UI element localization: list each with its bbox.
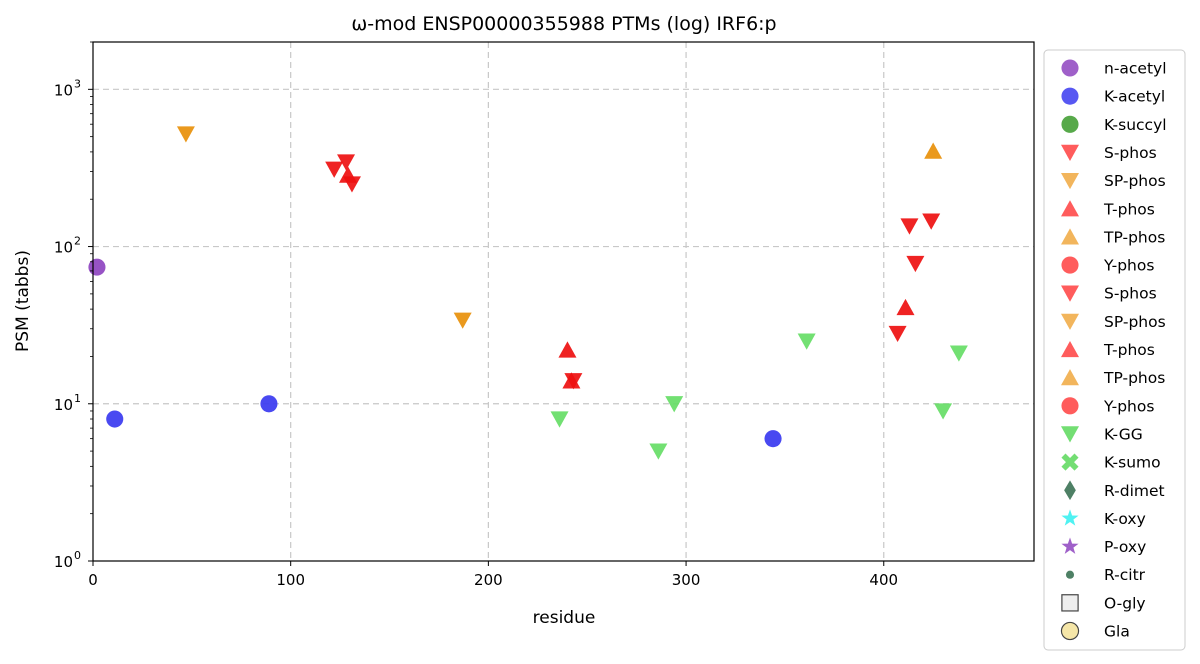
- legend-label: SP-phos: [1104, 313, 1166, 331]
- legend-label: Gla: [1104, 623, 1130, 641]
- legend-marker-n-acetyl: [1061, 59, 1079, 77]
- data-point-K-GG: [797, 333, 816, 350]
- y-tick-exponent: 1: [74, 392, 81, 405]
- legend-label: Y-phos: [1103, 257, 1154, 275]
- data-point-K-acetyl: [260, 395, 278, 413]
- legend-marker-S-phos: [1061, 144, 1079, 161]
- data-point-K-acetyl: [764, 430, 782, 448]
- y-tick-label: 10: [54, 239, 73, 257]
- data-point-K-GG: [665, 396, 684, 413]
- legend-label: P-oxy: [1104, 538, 1146, 556]
- x-axis-label: residue: [533, 608, 596, 628]
- data-point-T-phos: [339, 166, 358, 183]
- data-point-S-phos: [888, 325, 907, 343]
- legend-label: K-succyl: [1104, 116, 1167, 134]
- legend-marker-T-phos: [1061, 200, 1079, 217]
- legend-marker-T-phos: [1061, 340, 1079, 358]
- y-axis-label: PSM (tabbs): [13, 250, 33, 352]
- legend-label: K-acetyl: [1104, 88, 1165, 106]
- plot-area-frame: [92, 41, 1035, 562]
- y-tick-label: 10: [54, 81, 73, 99]
- y-tick-exponent: 0: [74, 549, 81, 562]
- legend-marker-Y-phos: [1061, 397, 1079, 415]
- y-tick-label: 10: [54, 396, 73, 414]
- legend-label: S-phos: [1104, 144, 1157, 162]
- legend-label: R-dimet: [1104, 482, 1165, 500]
- legend-marker-K-sumo: [1061, 453, 1079, 471]
- data-points: [88, 126, 968, 460]
- data-point-K-GG: [934, 403, 953, 420]
- legend-marker-K-acetyl: [1061, 87, 1079, 105]
- data-point-K-acetyl: [106, 410, 124, 428]
- legend-marker-O-gly: [1061, 594, 1079, 612]
- data-point-T-phos: [558, 341, 577, 358]
- data-point-S-phos: [325, 161, 344, 178]
- data-point-S-phos: [900, 218, 919, 235]
- legend-label: T-phos: [1103, 341, 1155, 359]
- data-point-S-phos: [337, 154, 356, 171]
- data-point-T-phos: [896, 298, 915, 316]
- legend-marker-TP-phos: [1061, 228, 1079, 245]
- x-tick-label: 400: [869, 571, 898, 589]
- legend-label: SP-phos: [1104, 172, 1166, 190]
- data-point-K-GG: [949, 345, 968, 362]
- legend-label: n-acetyl: [1104, 60, 1167, 78]
- y-tick-exponent: 2: [74, 235, 81, 248]
- legend-frame: [1043, 49, 1186, 651]
- legend-marker-R-citr: [1065, 570, 1075, 579]
- legend-label: TP-phos: [1103, 228, 1165, 246]
- legend-marker-SP-phos: [1061, 172, 1079, 190]
- legend-marker-P-oxy: [1061, 537, 1079, 554]
- x-tick-label: 300: [672, 571, 701, 589]
- data-point-TP-phos: [924, 142, 943, 159]
- grid-lines: [93, 42, 1034, 561]
- legend-label: K-sumo: [1104, 454, 1161, 472]
- legend-marker-Gla: [1060, 621, 1080, 641]
- legend-marker-R-dimet: [1064, 480, 1076, 501]
- y-tick-exponent: 3: [74, 77, 81, 90]
- data-point-SP-phos: [453, 312, 472, 329]
- legend-label: K-GG: [1104, 425, 1143, 443]
- data-point-S-phos: [922, 213, 941, 230]
- data-point-K-GG: [649, 443, 668, 460]
- legend-label: Y-phos: [1103, 397, 1154, 415]
- x-tick-label: 0: [88, 571, 98, 589]
- legend-marker-S-phos: [1061, 285, 1079, 302]
- data-point-SP-phos: [176, 126, 195, 143]
- chart-title: ω-mod ENSP00000355988 PTMs (log) IRF6:p: [351, 13, 776, 35]
- legend-marker-TP-phos: [1061, 369, 1079, 386]
- legend: n-acetyl K-acetyl K-succyl S-phos SP-phos T-p…: [1043, 49, 1186, 651]
- legend-marker-K-GG: [1061, 426, 1079, 443]
- legend-marker-K-succyl: [1061, 115, 1079, 133]
- y-tick-label: 10: [54, 553, 73, 571]
- data-point-S-phos: [906, 255, 925, 273]
- legend-label: S-phos: [1104, 285, 1157, 303]
- legend-marker-K-oxy: [1061, 509, 1079, 526]
- legend-label: K-oxy: [1104, 510, 1146, 528]
- legend-marker-SP-phos: [1061, 313, 1079, 330]
- legend-marker-Y-phos: [1061, 256, 1079, 274]
- legend-label: TP-phos: [1103, 369, 1165, 387]
- legend-label: O-gly: [1104, 594, 1146, 612]
- data-point-T-phos: [562, 372, 581, 389]
- data-point-n-acetyl: [88, 258, 106, 276]
- legend-label: R-citr: [1104, 566, 1146, 584]
- x-tick-label: 200: [474, 571, 503, 589]
- legend-label: T-phos: [1103, 200, 1155, 218]
- data-point-K-GG: [550, 411, 569, 428]
- x-tick-label: 100: [276, 571, 305, 589]
